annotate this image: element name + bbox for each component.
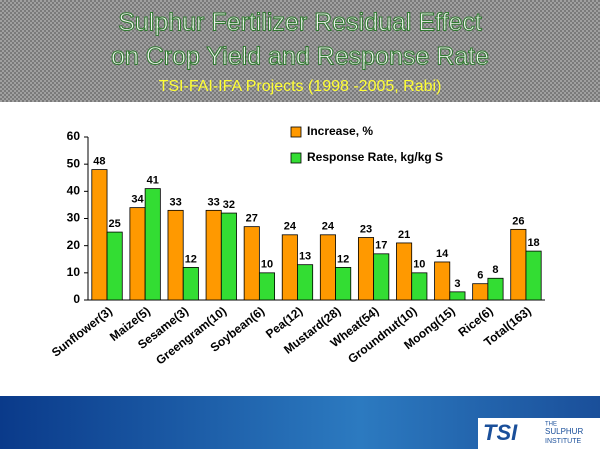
- value-label: 33: [208, 196, 220, 208]
- value-label: 18: [527, 237, 539, 249]
- value-label: 17: [375, 240, 387, 252]
- value-label: 32: [223, 199, 235, 211]
- value-label: 26: [512, 215, 524, 227]
- legend-label: Response Rate, kg/kg S: [307, 150, 443, 164]
- logo-text: TSI: [483, 420, 518, 445]
- title-line: on Crop Yield and Response Rate: [111, 43, 489, 71]
- y-tick-label: 30: [67, 211, 81, 225]
- value-label: 27: [246, 213, 258, 225]
- value-label: 14: [436, 248, 449, 260]
- y-tick-label: 0: [73, 292, 80, 306]
- bar: [434, 261, 451, 301]
- bar: [297, 264, 314, 301]
- legend-swatch: [290, 152, 302, 164]
- bar: [106, 231, 123, 301]
- y-tick-label: 50: [67, 156, 81, 170]
- value-label: 13: [299, 251, 311, 263]
- bar: [357, 237, 375, 301]
- legend-swatch: [290, 126, 302, 138]
- legend-label: Increase, %: [307, 124, 373, 138]
- bar: [472, 283, 489, 301]
- value-label: 23: [360, 223, 372, 235]
- bar: [258, 272, 276, 301]
- logo-box: [478, 418, 600, 449]
- value-label: 12: [337, 253, 349, 265]
- bar: [525, 250, 542, 301]
- bar: [243, 226, 260, 301]
- title-line: Sulphur Fertilizer Residual Effect: [118, 9, 482, 37]
- bar: [182, 266, 199, 301]
- bar: [319, 234, 336, 301]
- bar: [449, 291, 466, 301]
- bar: [411, 272, 428, 301]
- bar: [220, 212, 237, 301]
- bar: [487, 277, 504, 301]
- value-label: 48: [93, 156, 105, 168]
- value-label: 41: [147, 175, 159, 187]
- bar: [205, 209, 222, 301]
- bar: [510, 228, 527, 301]
- logo-caption: INSTITUTE: [545, 438, 581, 445]
- y-tick-label: 10: [67, 265, 81, 279]
- subtitle: TSI-FAI-IFA Projects (1998 -2005, Rabi): [159, 78, 442, 95]
- logo-caption: THE: [545, 422, 557, 428]
- bar: [129, 207, 146, 301]
- y-tick-label: 60: [67, 129, 81, 143]
- bar: [91, 169, 108, 301]
- value-label: 10: [261, 259, 273, 271]
- value-label: 6: [477, 270, 483, 282]
- y-tick-label: 40: [67, 184, 81, 198]
- bar: [144, 188, 161, 301]
- value-label: 21: [398, 229, 410, 241]
- bar: [373, 253, 390, 301]
- header-band: [0, 0, 600, 102]
- value-label: 24: [322, 221, 335, 233]
- value-label: 10: [413, 259, 425, 271]
- value-label: 12: [185, 253, 197, 265]
- bar: [167, 209, 184, 301]
- value-label: 24: [284, 221, 297, 233]
- bar: [335, 266, 352, 301]
- value-label: 25: [109, 218, 121, 230]
- value-label: 8: [492, 264, 498, 276]
- value-label: 33: [169, 196, 181, 208]
- bar: [396, 242, 413, 301]
- value-label: 34: [131, 194, 144, 206]
- bar: [281, 234, 298, 301]
- y-tick-label: 20: [67, 238, 81, 252]
- logo-caption: SULPHUR: [545, 427, 583, 436]
- value-label: 3: [454, 278, 460, 290]
